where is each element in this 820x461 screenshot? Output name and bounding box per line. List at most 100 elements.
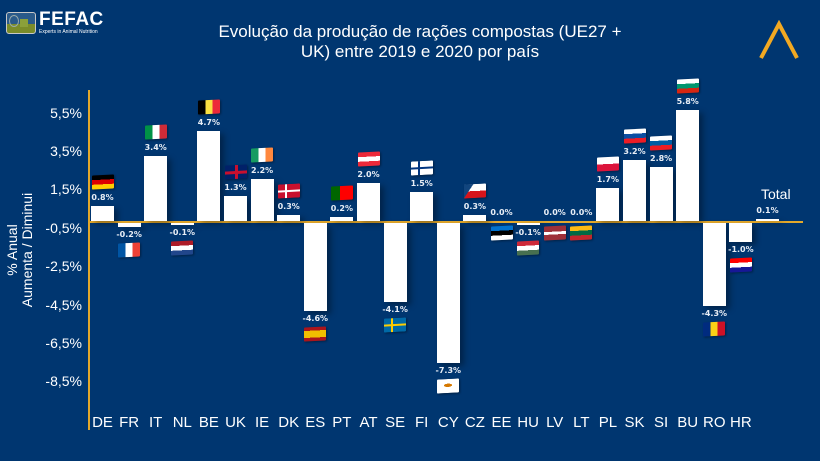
data-label-lv: 0.0% [543, 208, 566, 217]
title-line-1: Evolução da produção de rações compostas… [218, 22, 622, 41]
bar-bu [676, 109, 700, 221]
slovenia-flag-icon [650, 135, 673, 151]
title-line-2: UK) entre 2019 e 2020 por país [300, 42, 540, 61]
x-tick-label-lt: LT [573, 414, 590, 431]
x-tick-label-at: AT [359, 414, 378, 431]
data-label-se: -4.1% [382, 304, 408, 314]
x-tick-label-fr: FR [119, 414, 140, 431]
x-tick-label-ee: EE [491, 414, 512, 431]
x-tick-label-hu: HU [517, 414, 539, 431]
bar-se [383, 223, 407, 302]
slovakia-flag-icon [623, 127, 646, 144]
x-tick-label-be: BE [198, 414, 219, 431]
y-tick-label: 3,5% [50, 142, 82, 159]
fefac-logo: FEFAC Experts in Animal Nutrition [6, 10, 104, 35]
bar-nl [170, 223, 194, 225]
czechia-flag-icon [463, 183, 486, 199]
data-label-dk: 0.3% [277, 202, 300, 212]
data-label-it: 3.4% [144, 142, 167, 152]
bar-cy [436, 223, 460, 364]
hungary-flag-icon [517, 240, 540, 256]
logo-tagline: Experts in Animal Nutrition [39, 29, 98, 35]
bar-at [357, 182, 380, 221]
bar-cz [463, 215, 487, 221]
data-label-bu: 5.8% [676, 96, 699, 106]
bar-sk [623, 159, 646, 221]
lithuania-flag-icon [570, 225, 593, 241]
x-tick-label-uk: UK [225, 414, 246, 431]
y-tick-label: -8,5% [45, 373, 82, 390]
cyprus-flag-icon [437, 378, 460, 394]
bar-pl [596, 188, 620, 221]
x-tick-label-es: ES [305, 414, 326, 431]
data-label-cy: -7.3% [435, 366, 462, 376]
romania-flag-icon [703, 320, 726, 337]
portugal-flag-icon [330, 185, 353, 201]
x-tick-label-bu: BU [677, 414, 699, 431]
x-tick-label-si: SI [654, 414, 669, 431]
sweden-flag-icon [384, 317, 407, 333]
bar-uk [224, 196, 247, 221]
bar-dk [277, 215, 301, 221]
data-label-pl: 1.7% [596, 175, 619, 185]
data-label-fr: -0.2% [116, 229, 142, 239]
data-label-ee: 0.0% [490, 208, 513, 217]
data-label-de: 0.8% [91, 192, 114, 202]
y-tick-label: -2,5% [45, 258, 82, 275]
germany-flag-icon [91, 174, 114, 190]
bulgaria-flag-icon [676, 78, 699, 94]
ireland-flag-icon [251, 147, 274, 163]
bar-de [91, 205, 114, 221]
bar-fr [117, 223, 141, 227]
data-label-es: -4.6% [302, 314, 329, 324]
x-tick-label-cz: CZ [464, 414, 485, 431]
y-tick-label: -6,5% [45, 334, 82, 351]
x-tick-label-ro: RO [703, 414, 726, 431]
finland-flag-icon [410, 160, 433, 176]
x-tick-label-se: SE [385, 414, 406, 431]
bar-hu [516, 223, 540, 225]
data-label-uk: 1.3% [224, 183, 247, 193]
bar-fi [410, 192, 434, 221]
zero-axis-line [89, 221, 803, 223]
x-tick-label-lv: LV [546, 414, 564, 431]
netherlands-flag-icon [171, 240, 194, 256]
belgium-flag-icon [197, 99, 220, 115]
x-tick-label-nl: NL [172, 414, 192, 431]
chart-title: Evolução da produção de rações compostas… [190, 22, 650, 62]
bar-total [756, 219, 779, 221]
latvia-flag-icon [543, 225, 566, 241]
denmark-flag-icon [277, 183, 300, 199]
x-tick-label-dk: DK [278, 414, 300, 431]
data-label-cz: 0.3% [463, 202, 486, 212]
data-label-nl: -0.1% [169, 228, 196, 237]
chevron-up-icon [759, 20, 799, 59]
data-label-total: 0.1% [756, 206, 779, 215]
x-tick-label-de: DE [92, 414, 113, 431]
data-label-pt: 0.2% [330, 204, 353, 214]
y-tick-label: 5,5% [50, 104, 82, 121]
total-annotation: Total [761, 186, 791, 202]
bar-hr [729, 223, 753, 243]
x-tick-label-pl: PL [598, 414, 618, 431]
croatia-flag-icon [729, 257, 752, 273]
bar-it [144, 155, 168, 221]
data-label-lt: 0.0% [570, 208, 593, 217]
data-label-be: 4.7% [197, 117, 220, 127]
bar-be [197, 130, 221, 221]
austria-flag-icon [357, 151, 380, 167]
poland-flag-icon [596, 156, 619, 172]
x-tick-label-pt: PT [332, 414, 352, 431]
y-axis-line [88, 90, 90, 430]
x-tick-label-cy: CY [437, 414, 459, 431]
data-label-ro: -4.3% [701, 308, 728, 318]
bar-ro [702, 223, 726, 306]
bar-pt [330, 217, 354, 221]
spain-flag-icon [304, 326, 327, 342]
estonia-flag-icon [490, 225, 513, 241]
bar-si [649, 167, 673, 221]
x-tick-label-ie: IE [255, 414, 270, 431]
y-tick-label: -4,5% [45, 296, 82, 313]
data-label-ie: 2.2% [251, 165, 274, 175]
bar-es [303, 223, 327, 312]
